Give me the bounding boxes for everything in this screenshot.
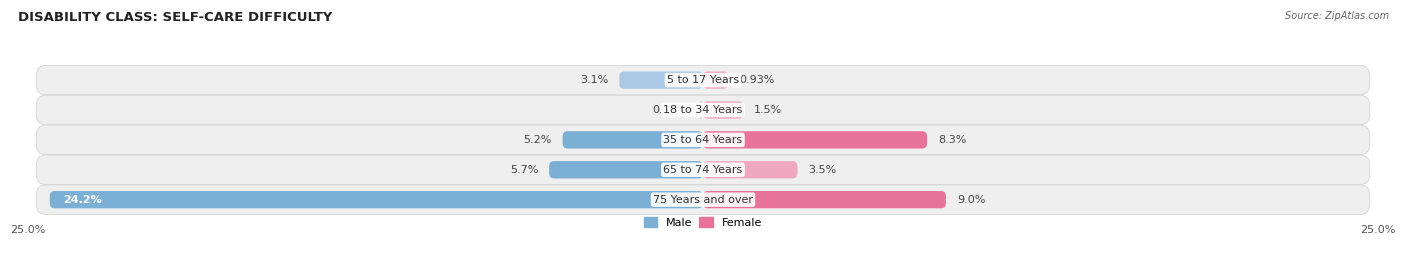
FancyBboxPatch shape (699, 101, 703, 119)
FancyBboxPatch shape (703, 161, 797, 178)
FancyBboxPatch shape (619, 72, 703, 89)
FancyBboxPatch shape (37, 185, 1369, 214)
Text: Source: ZipAtlas.com: Source: ZipAtlas.com (1285, 11, 1389, 21)
Text: 0.93%: 0.93% (740, 75, 775, 85)
Text: 65 to 74 Years: 65 to 74 Years (664, 165, 742, 175)
FancyBboxPatch shape (562, 131, 703, 148)
Text: 18 to 34 Years: 18 to 34 Years (664, 105, 742, 115)
FancyBboxPatch shape (703, 131, 927, 148)
Text: 35 to 64 Years: 35 to 64 Years (664, 135, 742, 145)
Text: 1.5%: 1.5% (754, 105, 783, 115)
Text: 8.3%: 8.3% (938, 135, 966, 145)
FancyBboxPatch shape (37, 95, 1369, 125)
Text: DISABILITY CLASS: SELF-CARE DIFFICULTY: DISABILITY CLASS: SELF-CARE DIFFICULTY (18, 11, 333, 24)
Text: 9.0%: 9.0% (956, 195, 986, 205)
Text: 24.2%: 24.2% (63, 195, 103, 205)
Text: 3.1%: 3.1% (581, 75, 609, 85)
Text: 75 Years and over: 75 Years and over (652, 195, 754, 205)
FancyBboxPatch shape (550, 161, 703, 178)
FancyBboxPatch shape (37, 125, 1369, 155)
Text: 3.5%: 3.5% (808, 165, 837, 175)
FancyBboxPatch shape (703, 101, 744, 119)
Text: 0.16%: 0.16% (652, 105, 688, 115)
Legend: Male, Female: Male, Female (644, 218, 762, 228)
Text: 5 to 17 Years: 5 to 17 Years (666, 75, 740, 85)
FancyBboxPatch shape (37, 65, 1369, 95)
Text: 5.2%: 5.2% (523, 135, 551, 145)
FancyBboxPatch shape (37, 155, 1369, 185)
FancyBboxPatch shape (703, 72, 728, 89)
Text: 5.7%: 5.7% (510, 165, 538, 175)
FancyBboxPatch shape (49, 191, 703, 208)
FancyBboxPatch shape (703, 191, 946, 208)
